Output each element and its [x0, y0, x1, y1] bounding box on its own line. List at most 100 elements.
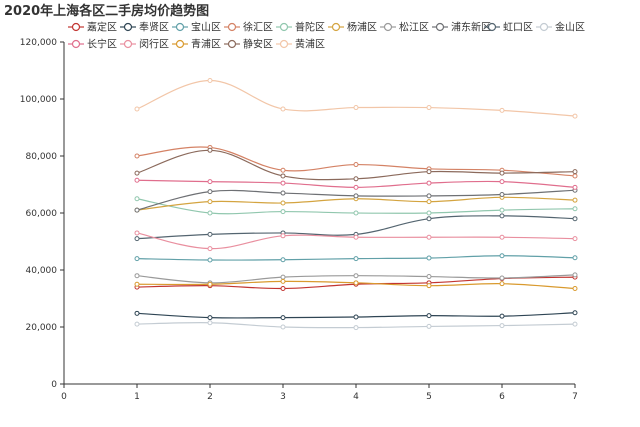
data-point[interactable] — [353, 105, 359, 111]
data-point[interactable] — [134, 106, 140, 112]
data-point[interactable] — [280, 278, 286, 284]
data-point[interactable] — [280, 180, 286, 186]
data-point[interactable] — [572, 169, 578, 175]
data-point[interactable] — [426, 180, 432, 186]
data-point[interactable] — [499, 323, 505, 329]
data-point[interactable] — [499, 107, 505, 113]
data-point[interactable] — [280, 286, 286, 292]
data-point[interactable] — [572, 310, 578, 316]
data-point[interactable] — [426, 255, 432, 261]
data-point[interactable] — [134, 236, 140, 242]
data-point[interactable] — [499, 179, 505, 185]
data-point[interactable] — [280, 257, 286, 263]
data-point[interactable] — [426, 323, 432, 329]
legend-item[interactable]: 长宁区 — [68, 38, 117, 51]
data-point[interactable] — [134, 170, 140, 176]
data-point[interactable] — [353, 210, 359, 216]
data-point[interactable] — [353, 325, 359, 331]
data-point[interactable] — [572, 236, 578, 242]
data-point[interactable] — [353, 176, 359, 182]
data-point[interactable] — [207, 246, 213, 252]
legend-item[interactable]: 徐汇区 — [224, 21, 273, 34]
data-point[interactable] — [134, 310, 140, 316]
data-point[interactable] — [426, 193, 432, 199]
data-point[interactable] — [207, 320, 213, 326]
data-point[interactable] — [207, 315, 213, 321]
data-point[interactable] — [499, 313, 505, 319]
data-point[interactable] — [426, 210, 432, 216]
data-point[interactable] — [134, 256, 140, 262]
data-point[interactable] — [207, 257, 213, 263]
data-point[interactable] — [353, 193, 359, 199]
data-point[interactable] — [426, 234, 432, 240]
data-point[interactable] — [207, 231, 213, 237]
data-point[interactable] — [134, 281, 140, 287]
data-point[interactable] — [134, 207, 140, 213]
legend-item[interactable]: 静安区 — [224, 38, 273, 51]
data-point[interactable] — [426, 199, 432, 205]
data-point[interactable] — [499, 234, 505, 240]
data-point[interactable] — [207, 199, 213, 205]
data-point[interactable] — [426, 274, 432, 280]
legend-item[interactable]: 宝山区 — [172, 21, 221, 34]
data-point[interactable] — [572, 197, 578, 203]
legend-item[interactable]: 青浦区 — [172, 38, 221, 51]
data-point[interactable] — [572, 255, 578, 261]
data-point[interactable] — [280, 190, 286, 196]
data-point[interactable] — [280, 106, 286, 112]
data-point[interactable] — [280, 173, 286, 179]
data-point[interactable] — [134, 153, 140, 159]
data-point[interactable] — [134, 196, 140, 202]
data-point[interactable] — [426, 169, 432, 175]
data-point[interactable] — [572, 286, 578, 292]
legend-item[interactable]: 黄浦区 — [276, 38, 325, 51]
data-point[interactable] — [207, 189, 213, 195]
data-point[interactable] — [134, 321, 140, 327]
data-point[interactable] — [572, 272, 578, 278]
data-point[interactable] — [353, 314, 359, 320]
data-point[interactable] — [499, 213, 505, 219]
data-point[interactable] — [207, 77, 213, 83]
data-point[interactable] — [280, 274, 286, 280]
data-point[interactable] — [280, 200, 286, 206]
data-point[interactable] — [353, 273, 359, 279]
legend-item[interactable]: 金山区 — [536, 21, 585, 34]
data-point[interactable] — [499, 275, 505, 281]
data-point[interactable] — [134, 273, 140, 279]
legend-item[interactable]: 奉贤区 — [120, 21, 169, 34]
data-point[interactable] — [134, 177, 140, 183]
data-point[interactable] — [499, 253, 505, 259]
data-point[interactable] — [280, 233, 286, 239]
data-point[interactable] — [426, 283, 432, 289]
legend-item[interactable]: 杨浦区 — [328, 21, 377, 34]
data-point[interactable] — [353, 256, 359, 262]
data-point[interactable] — [426, 313, 432, 319]
data-point[interactable] — [134, 230, 140, 236]
legend-item[interactable]: 虹口区 — [484, 22, 533, 34]
data-point[interactable] — [353, 184, 359, 190]
data-point[interactable] — [353, 162, 359, 168]
data-point[interactable] — [499, 191, 505, 197]
data-point[interactable] — [572, 173, 578, 179]
legend-item[interactable]: 普陀区 — [276, 21, 325, 34]
legend-item[interactable]: 嘉定区 — [68, 21, 117, 34]
data-point[interactable] — [207, 179, 213, 185]
data-point[interactable] — [207, 281, 213, 287]
data-point[interactable] — [499, 170, 505, 176]
data-point[interactable] — [572, 216, 578, 222]
data-point[interactable] — [499, 281, 505, 287]
data-point[interactable] — [280, 167, 286, 173]
data-point[interactable] — [353, 280, 359, 286]
legend-item[interactable]: 浦东新区 — [432, 21, 491, 34]
data-point[interactable] — [353, 234, 359, 240]
legend-item[interactable]: 闵行区 — [120, 38, 169, 51]
data-point[interactable] — [280, 315, 286, 321]
legend-item[interactable]: 松江区 — [380, 21, 429, 34]
data-point[interactable] — [280, 209, 286, 215]
data-point[interactable] — [572, 113, 578, 119]
data-point[interactable] — [280, 324, 286, 330]
data-point[interactable] — [499, 207, 505, 213]
data-point[interactable] — [572, 206, 578, 212]
data-point[interactable] — [572, 321, 578, 327]
data-point[interactable] — [426, 105, 432, 111]
